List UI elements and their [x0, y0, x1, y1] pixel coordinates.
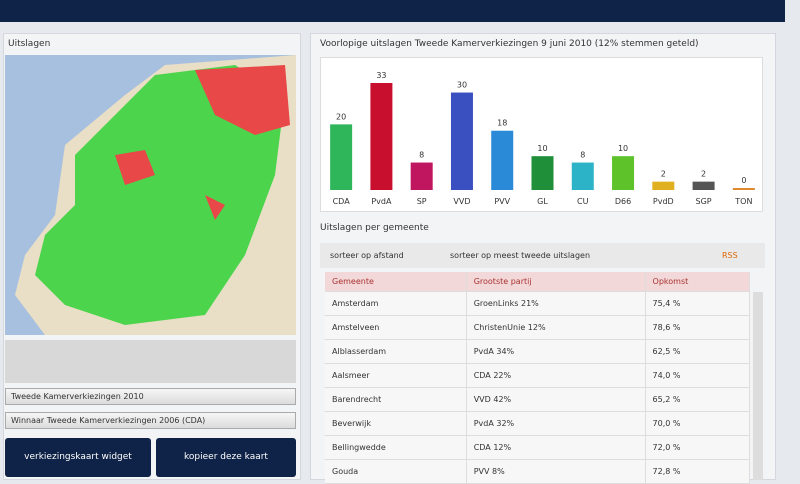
bar: [450, 92, 473, 190]
x-tick-label: CU: [577, 197, 589, 206]
table-row: Beverwijk PvdA 32% 70,0 %: [325, 411, 751, 436]
bar: [531, 156, 554, 190]
value-label: 30: [457, 81, 467, 90]
value-label: 18: [497, 119, 507, 128]
value-label: 2: [661, 170, 666, 179]
scrollbar[interactable]: [753, 292, 763, 480]
x-tick-label: VVD: [453, 197, 470, 206]
x-tick-label: PvdA: [371, 197, 392, 206]
value-label: 8: [580, 151, 585, 160]
chart-title: Voorlopige uitslagen Tweede Kamerverkiez…: [320, 39, 699, 49]
table-cell: Aalsmeer: [325, 363, 467, 388]
table-cell: Barendrecht: [325, 387, 467, 412]
table-cell: 75,4 %: [645, 291, 751, 316]
table-cell: PVV 8%: [466, 459, 646, 484]
select[interactable]: Winnaar Tweede Kamerverkiezingen 2006 (C…: [5, 412, 296, 429]
value-label: 33: [376, 71, 386, 80]
table-cell: PvdA 32%: [466, 411, 646, 436]
table-cell: GroenLinks 21%: [466, 291, 646, 316]
table-cell: Gouda: [325, 459, 467, 484]
panel-title: Uitslagen: [8, 39, 51, 49]
x-tick-label: PvdD: [653, 197, 674, 206]
bar: [370, 83, 393, 190]
column-header: Gemeente: [325, 272, 467, 292]
table-row: Amsterdam GroenLinks 21% 75,4 %: [325, 291, 751, 316]
table-row: Barendrecht VVD 42% 65,2 %: [325, 387, 751, 412]
table-row: Aalsmeer CDA 22% 74,0 %: [325, 363, 751, 388]
rss-link[interactable]: RSS: [722, 251, 738, 260]
map-footer: [5, 340, 296, 383]
results-table: Gemeente Grootste partij Opkomst Amsterdam G…: [325, 272, 751, 484]
table-cell: 70,0 %: [645, 411, 751, 436]
table-row: Alblasserdam PvdA 34% 62,5 %: [325, 339, 751, 364]
table-cell: PvdA 34%: [466, 339, 646, 364]
table-cell: Amsterdam: [325, 291, 467, 316]
table-cell: 72,8 %: [645, 459, 751, 484]
value-label: 10: [618, 144, 628, 153]
value-label: 20: [336, 112, 346, 121]
column-header: Opkomst: [645, 272, 751, 292]
button[interactable]: verkiezingskaart widget: [5, 438, 151, 477]
map: [5, 55, 296, 335]
bar: [652, 181, 675, 190]
table-cell: 65,2 %: [645, 387, 751, 412]
filter[interactable]: sorteer op afstand: [330, 251, 404, 260]
x-tick-label: CDA: [333, 197, 351, 206]
table-row: Amstelveen ChristenUnie 12% 78,6 %: [325, 315, 751, 340]
header-bar: [0, 0, 785, 22]
table-cell: CDA 22%: [466, 363, 646, 388]
table-cell: ChristenUnie 12%: [466, 315, 646, 340]
bar: [732, 188, 755, 190]
table-cell: CDA 12%: [466, 435, 646, 460]
table-row: Bellingwedde CDA 12% 72,0 %: [325, 435, 751, 460]
x-tick-label: PVV: [494, 197, 510, 206]
table-cell: VVD 42%: [466, 387, 646, 412]
table-cell: 78,6 %: [645, 315, 751, 340]
table-row: Gouda PVV 8% 72,8 %: [325, 459, 751, 484]
value-label: 10: [537, 144, 547, 153]
filter[interactable]: sorteer op meest tweede uitslagen: [450, 251, 591, 260]
bar: [612, 156, 635, 190]
x-tick-label: GL: [537, 197, 548, 206]
x-tick-label: SP: [417, 197, 427, 206]
column-header: Grootste partij: [466, 272, 646, 292]
bar: [692, 181, 715, 190]
table-cell: Amstelveen: [325, 315, 467, 340]
table-cell: Beverwijk: [325, 411, 467, 436]
value-label: 2: [701, 170, 706, 179]
x-tick-label: D66: [615, 197, 631, 206]
table-cell: Bellingwedde: [325, 435, 467, 460]
x-tick-label: SGP: [696, 197, 712, 206]
filter-bar: [320, 243, 765, 268]
select[interactable]: Tweede Kamerverkiezingen 2010: [5, 388, 296, 405]
value-label: 8: [419, 151, 424, 160]
x-tick-label: TON: [734, 197, 752, 206]
table-cell: 72,0 %: [645, 435, 751, 460]
bar: [571, 162, 594, 190]
table-cell: Alblasserdam: [325, 339, 467, 364]
section-title: Uitslagen per gemeente: [320, 223, 429, 233]
table-cell: 74,0 %: [645, 363, 751, 388]
button[interactable]: kopieer deze kaart: [156, 438, 296, 477]
table-cell: 62,5 %: [645, 339, 751, 364]
bar: [410, 162, 433, 190]
chart: 20CDA33PvdA8SP30VVD18PVV10GL8CU10D662Pvd…: [320, 57, 763, 212]
bar: [330, 124, 353, 190]
value-label: 0: [741, 176, 746, 185]
bar: [491, 130, 514, 190]
